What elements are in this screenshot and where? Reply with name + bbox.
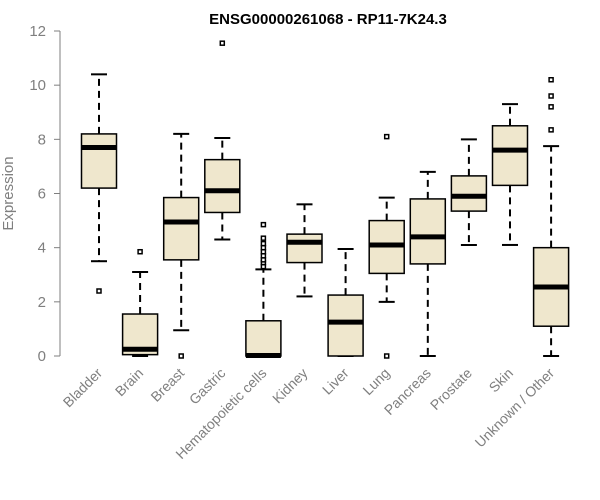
outlier-point [548,127,554,133]
box-lung [368,133,405,359]
outlier-point [178,353,184,359]
x-label-kidney: Kidney [269,365,311,407]
box-liver [327,248,364,357]
x-label-skin: Skin [486,365,517,396]
box-iqr [80,133,118,189]
outlier-point [219,40,226,46]
x-label-breast: Breast [147,365,187,405]
y-tick-label-2: 2 [38,294,46,311]
y-tick-label-12: 12 [29,23,46,40]
box-iqr [491,125,529,187]
outlier-point [260,240,267,247]
boxes-group [80,40,570,359]
outlier-point [260,221,267,228]
y-tick-label-4: 4 [38,240,46,257]
y-axis: 0 2 4 6 8 10 12 [29,23,61,365]
y-tick-label-8: 8 [38,131,46,148]
box-brain [121,248,159,357]
y-tick-label-6: 6 [38,186,46,203]
box-hematopoietic-cells [245,221,282,358]
box-skin [491,103,529,246]
box-pancreas [409,170,447,357]
y-tick-label-10: 10 [29,77,46,94]
x-label-bladder: Bladder [60,365,106,411]
y-tick-label-0: 0 [38,348,46,365]
x-label-lung: Lung [359,365,392,398]
box-prostate [450,138,488,246]
box-iqr [409,198,447,265]
box-kidney [286,203,323,298]
chart-title: ENSG00000261068 - RP11-7K24.3 [209,11,447,28]
box-iqr [245,320,282,357]
outlier-point [260,235,267,241]
box-iqr [204,158,241,214]
box-iqr [162,196,200,261]
box-breast [162,132,200,359]
outlier-point [383,133,390,140]
outlier-point [383,353,390,359]
x-label-prostate: Prostate [427,365,475,413]
outlier-point [137,248,143,255]
box-iqr [450,175,488,212]
outlier-point [96,288,102,294]
x-label-brain: Brain [112,365,146,399]
box-unknown-other [532,77,570,357]
box-gastric [204,40,241,241]
outlier-point [548,93,554,99]
box-bladder [80,73,118,294]
box-iqr [327,294,364,357]
y-axis-label: Expression [0,156,17,230]
outlier-point [548,77,554,83]
outlier-point [548,104,554,110]
x-label-liver: Liver [319,365,352,398]
box-iqr [286,233,323,264]
